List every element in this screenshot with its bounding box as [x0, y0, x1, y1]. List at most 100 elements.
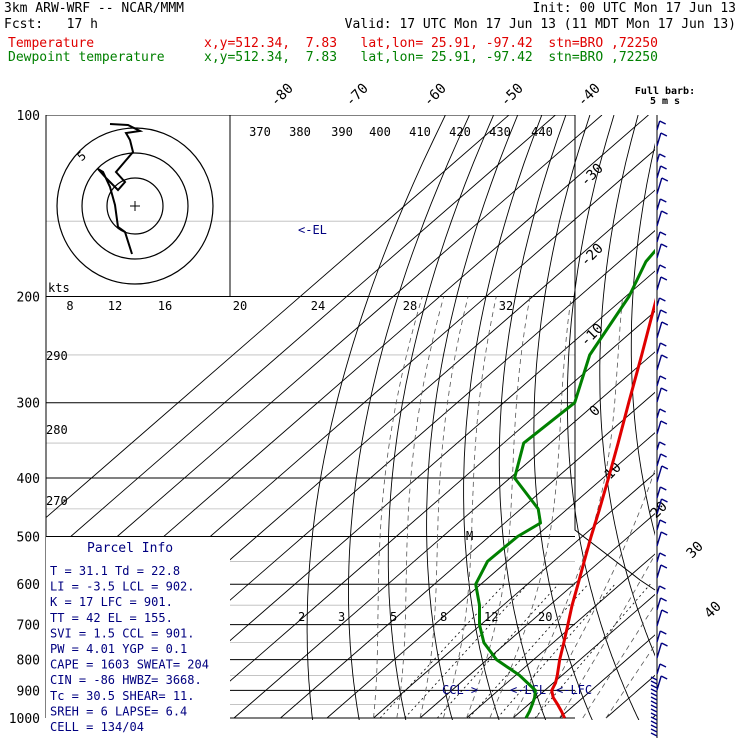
- parcel-info-row: SREH = 6 LAPSE= 6.4: [50, 704, 187, 718]
- wind-barb: [656, 120, 661, 131]
- dry-adiabat-line: [630, 142, 655, 536]
- parcel-info-row: LI = -3.5 LCL = 902.: [50, 580, 195, 594]
- wind-barb: [650, 728, 658, 733]
- parcel-info-row: Tc = 30.5 SHEAR= 11.: [50, 689, 195, 703]
- pressure-label: 700: [17, 619, 40, 634]
- parcel-info-row: PW = 4.01 YGP = 0.1: [50, 642, 187, 656]
- wind-barb: [660, 309, 667, 314]
- parcel-info-row: TT = 42 EL = 155.: [50, 611, 173, 625]
- isotherm-label: -50: [498, 81, 527, 110]
- wind-barb: [659, 486, 667, 491]
- wind-barb: [659, 264, 667, 269]
- mixing-ratio-line: [468, 583, 589, 719]
- wind-barb: [656, 210, 663, 227]
- wind-barb: [660, 597, 667, 602]
- hodograph-speed-tick: 24: [311, 299, 325, 313]
- isotherm-line: [373, 472, 655, 719]
- init-time: Init: 00 UTC Mon 17 Jun 13: [532, 1, 737, 16]
- theta-e-label: 370: [249, 125, 271, 139]
- pressure-label: 100: [17, 109, 40, 124]
- wind-barb: [659, 153, 666, 158]
- moist-adiabat-line: [442, 296, 497, 719]
- wind-barb: [659, 198, 667, 203]
- wind-legend-title: Full barb:: [635, 86, 695, 97]
- plot-right-edge: [574, 115, 656, 591]
- isotherm-label: -30: [578, 161, 607, 190]
- wind-barb: [660, 564, 668, 569]
- wind-barb: [656, 231, 661, 243]
- dry-adiabat-line: [387, 115, 495, 720]
- isotherm-label: 40: [702, 599, 725, 622]
- theta-e-label: 380: [289, 125, 311, 139]
- dry-adiabat-line: [692, 115, 740, 731]
- wind-barb: [656, 441, 661, 451]
- dry-adiabat-line: [662, 115, 740, 731]
- isotherm-line: [233, 351, 655, 719]
- wind-barb: [656, 531, 662, 547]
- wind-barb: [656, 321, 663, 339]
- max-wind-marker: M: [466, 529, 473, 543]
- wind-barb: [656, 243, 662, 259]
- wind-barb: [656, 153, 661, 163]
- wind-barb: [650, 680, 658, 685]
- wind-barb: [650, 712, 658, 717]
- wind-barb: [650, 716, 658, 721]
- wind-barb: [659, 552, 667, 557]
- isotherm-label: -40: [575, 81, 604, 110]
- parcel-info-row: T = 31.1 Td = 22.8: [50, 564, 180, 578]
- wind-barb: [660, 387, 668, 392]
- dry-adiabat-label: 280: [46, 423, 68, 437]
- wind-barb: [660, 531, 668, 536]
- wind-barb: [656, 408, 661, 419]
- hodograph-ring: [81, 152, 189, 260]
- wind-barb: [656, 198, 661, 211]
- wind-barb: [659, 585, 666, 590]
- hodograph-speed-tick: 28: [403, 299, 417, 313]
- moist-adiabat-line: [396, 296, 445, 719]
- wind-barb: [656, 486, 661, 499]
- wind-barb: [660, 453, 667, 458]
- wind-barb: [656, 630, 661, 643]
- wind-barb: [656, 264, 661, 275]
- dry-adiabat-line: [463, 115, 543, 720]
- pressure-label: 1000: [9, 712, 40, 727]
- isotherm-line: [466, 553, 655, 719]
- pressure-label: 200: [17, 291, 40, 306]
- wind-barb: [650, 732, 658, 737]
- wind-barb: [656, 564, 662, 579]
- wind-barb: [656, 498, 663, 515]
- mixing-ratio-line: [534, 583, 651, 719]
- dry-adiabat-line: [599, 115, 655, 657]
- dry-adiabat-line: [306, 115, 446, 720]
- wind-barb: [659, 297, 666, 302]
- mixing-ratio-line: [379, 583, 505, 719]
- wind-barb: [656, 453, 662, 467]
- isotherm-line: [140, 270, 655, 719]
- wind-barb: [656, 552, 661, 563]
- wind-barb: [661, 321, 669, 326]
- wind-barb: [659, 663, 667, 668]
- wind-barb: [659, 408, 667, 413]
- dry-adiabat-label: 270: [46, 494, 68, 508]
- dry-adiabat-line: [348, 115, 470, 720]
- wind-barb: [656, 297, 661, 307]
- pressure-label: 900: [17, 684, 40, 699]
- wind-barb: [650, 676, 658, 681]
- wind-barb: [650, 708, 658, 713]
- hodograph-speed-tick: 16: [158, 299, 172, 313]
- dry-adiabat-line: [566, 115, 640, 720]
- wind-barb: [661, 210, 668, 215]
- wind-barb: [661, 609, 669, 614]
- isotherm-line: [326, 432, 655, 719]
- moist-adiabat-line: [605, 644, 655, 719]
- wind-barb: [656, 597, 662, 611]
- theta-e-label: 430: [489, 125, 511, 139]
- mixing-ratio-label: 2: [298, 610, 305, 624]
- isotherm-label: 30: [684, 539, 707, 562]
- mixing-ratio-label: 12: [484, 610, 498, 624]
- wind-barb: [656, 354, 663, 371]
- hodograph-speed-tick: 12: [108, 299, 122, 313]
- theta-e-label: 440: [531, 125, 553, 139]
- legend-dewpoint-label: Dewpoint temperature: [8, 50, 165, 65]
